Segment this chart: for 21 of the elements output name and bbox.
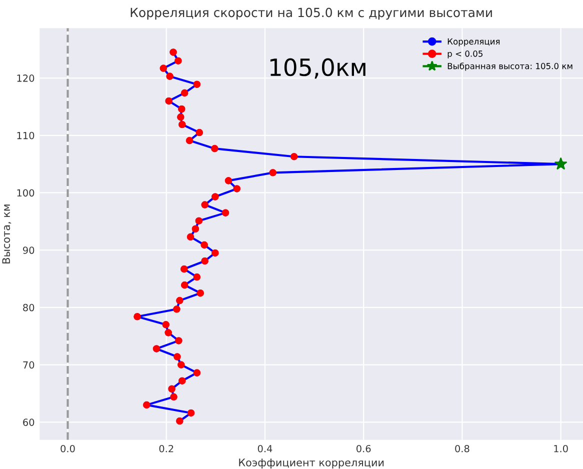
x-tick-label: 0.6 [356,444,371,452]
legend-label: p < 0.05 [448,50,482,58]
x-axis-title: Коэффициент корреляции [239,458,384,468]
y-tick-label: 110 [17,132,34,140]
x-tick-label: 0.8 [455,444,470,452]
legend-label: Выбранная высота: 105.0 км [448,62,572,71]
point [554,158,568,170]
y-tick-label: 70 [23,361,34,369]
y-tick-label: 120 [17,74,34,82]
x-tick-label: 0.4 [258,444,272,452]
y-tick-label: 60 [23,418,34,426]
x-tick-label: 0.0 [60,444,75,452]
x-tick-label: 1.0 [554,444,568,452]
x-tick-label: 0.2 [159,444,174,452]
chart-title: Корреляция скорости на 105.0 км с другими высотами [130,8,492,20]
legend-label: Корреляция [448,38,500,46]
y-axis-title: Высота, км [2,204,12,264]
y-tick-label: 90 [23,246,34,254]
annotation: 105,0км [270,58,366,79]
y-tick-label: 100 [17,189,34,197]
y-tick-label: 80 [23,304,34,312]
